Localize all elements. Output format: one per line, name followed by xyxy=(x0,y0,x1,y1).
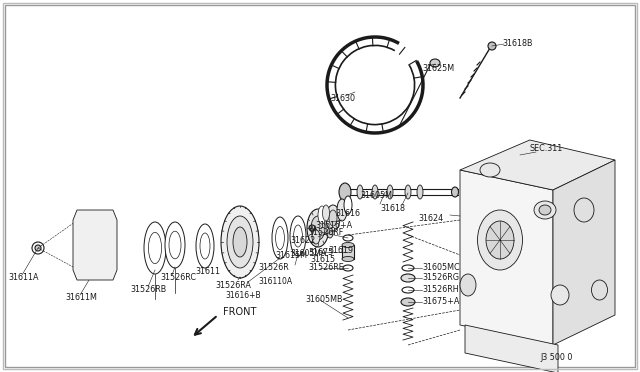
Ellipse shape xyxy=(574,198,594,222)
Text: 31675: 31675 xyxy=(308,247,333,257)
Ellipse shape xyxy=(451,187,458,197)
Ellipse shape xyxy=(227,216,253,268)
Text: 31615M: 31615M xyxy=(275,250,307,260)
Ellipse shape xyxy=(327,228,333,238)
Polygon shape xyxy=(73,210,117,280)
Text: 31526RC: 31526RC xyxy=(160,273,196,282)
Text: 31615: 31615 xyxy=(310,256,335,264)
Ellipse shape xyxy=(477,210,522,270)
Ellipse shape xyxy=(402,287,414,293)
Ellipse shape xyxy=(87,231,103,259)
Text: 31624: 31624 xyxy=(418,214,443,222)
Ellipse shape xyxy=(488,42,496,50)
Ellipse shape xyxy=(342,243,354,247)
Bar xyxy=(342,245,354,259)
Ellipse shape xyxy=(534,201,556,219)
Text: 31625M: 31625M xyxy=(422,64,454,73)
Ellipse shape xyxy=(539,205,551,215)
Ellipse shape xyxy=(165,222,185,268)
Polygon shape xyxy=(460,170,553,345)
Ellipse shape xyxy=(591,280,607,300)
Ellipse shape xyxy=(417,185,423,199)
Ellipse shape xyxy=(344,196,352,214)
Text: 31526RE: 31526RE xyxy=(308,263,344,273)
Ellipse shape xyxy=(339,183,351,201)
Ellipse shape xyxy=(337,199,347,221)
Ellipse shape xyxy=(460,274,476,296)
Ellipse shape xyxy=(326,205,340,231)
Text: 31526RG: 31526RG xyxy=(422,273,459,282)
Ellipse shape xyxy=(401,298,415,306)
Text: 31526R: 31526R xyxy=(258,263,289,273)
Ellipse shape xyxy=(35,245,41,251)
Ellipse shape xyxy=(357,185,363,199)
Text: 31605MC: 31605MC xyxy=(422,263,460,273)
Text: 31618: 31618 xyxy=(380,203,405,212)
Ellipse shape xyxy=(401,274,415,282)
Text: 31616+A: 31616+A xyxy=(315,221,352,230)
Ellipse shape xyxy=(372,185,378,199)
Text: 31605MA: 31605MA xyxy=(290,248,326,257)
Ellipse shape xyxy=(311,216,325,240)
Text: 31618B: 31618B xyxy=(502,38,532,48)
Ellipse shape xyxy=(387,185,393,199)
Ellipse shape xyxy=(486,221,514,259)
Ellipse shape xyxy=(343,235,353,241)
Polygon shape xyxy=(553,160,615,345)
Text: SEC.311: SEC.311 xyxy=(530,144,563,153)
Ellipse shape xyxy=(402,265,414,271)
Text: 31619: 31619 xyxy=(328,246,353,254)
Ellipse shape xyxy=(290,216,306,256)
Ellipse shape xyxy=(144,222,166,274)
Ellipse shape xyxy=(342,257,354,262)
Text: 31526RA: 31526RA xyxy=(215,280,251,289)
Text: 31526RH: 31526RH xyxy=(422,285,459,295)
Text: 31622: 31622 xyxy=(290,235,316,244)
Text: 31630: 31630 xyxy=(330,93,355,103)
Text: 31526RF: 31526RF xyxy=(308,228,343,237)
Ellipse shape xyxy=(312,230,320,244)
Text: 31605M: 31605M xyxy=(360,190,392,199)
Ellipse shape xyxy=(318,206,326,224)
Text: 31616+B: 31616+B xyxy=(225,291,260,299)
Text: FRONT: FRONT xyxy=(223,307,257,317)
Text: 31611: 31611 xyxy=(195,267,220,276)
Ellipse shape xyxy=(551,285,569,305)
Ellipse shape xyxy=(272,217,288,259)
Text: 31526RB: 31526RB xyxy=(130,285,166,295)
Text: 31616: 31616 xyxy=(335,208,360,218)
Text: J3 500 0: J3 500 0 xyxy=(540,353,572,362)
Polygon shape xyxy=(465,325,558,372)
Ellipse shape xyxy=(329,210,337,226)
Ellipse shape xyxy=(480,163,500,177)
Text: 31611M: 31611M xyxy=(65,294,97,302)
Ellipse shape xyxy=(430,59,440,67)
Text: 31675+A: 31675+A xyxy=(422,298,460,307)
Ellipse shape xyxy=(233,227,247,257)
Text: 31611A: 31611A xyxy=(8,273,38,282)
Polygon shape xyxy=(460,140,615,190)
Ellipse shape xyxy=(323,205,330,221)
Text: 316110A: 316110A xyxy=(258,278,292,286)
Ellipse shape xyxy=(343,265,353,271)
Ellipse shape xyxy=(221,206,259,278)
Text: 31605MB: 31605MB xyxy=(305,295,342,305)
Ellipse shape xyxy=(307,209,329,247)
Ellipse shape xyxy=(405,185,411,199)
Ellipse shape xyxy=(196,224,214,268)
